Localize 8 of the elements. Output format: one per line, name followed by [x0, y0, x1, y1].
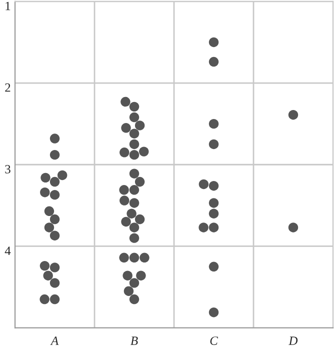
y-tick-label: 3 [5, 165, 10, 174]
x-tick-label: B [130, 336, 138, 345]
y-tick-label: 4 [4, 246, 11, 255]
y-tick-label: 1 [6, 2, 10, 10]
y-tick-label: 2 [5, 83, 10, 92]
x-tick-label: D [288, 336, 298, 345]
x-tick-label: A [50, 336, 59, 345]
x-tick-label: C [210, 336, 218, 345]
